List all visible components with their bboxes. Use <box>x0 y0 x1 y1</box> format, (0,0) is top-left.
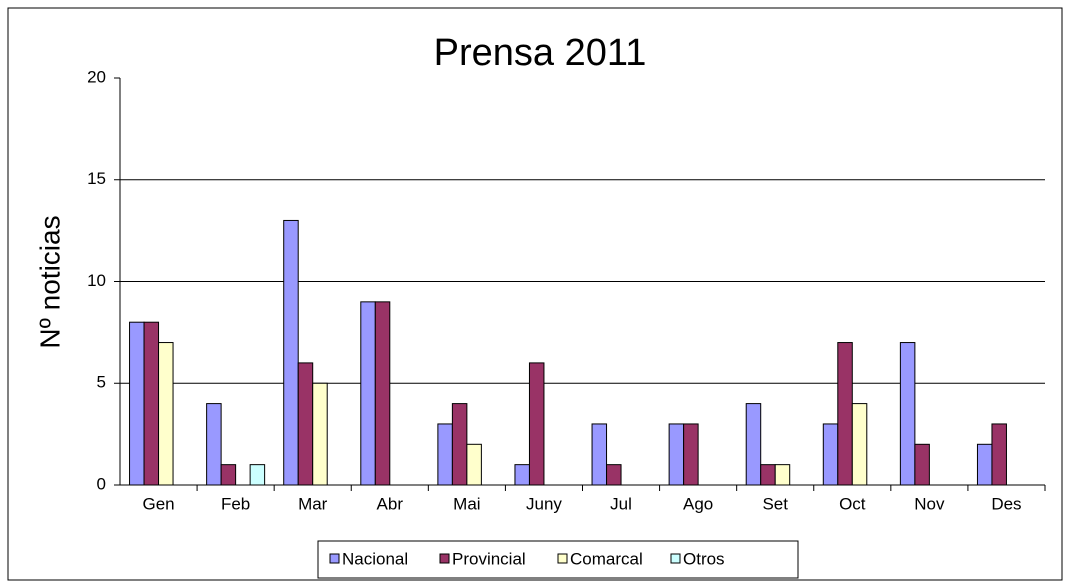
bar <box>466 443 482 486</box>
legend-swatch <box>557 553 568 564</box>
x-tick-label: Set <box>762 494 788 513</box>
bar <box>312 382 328 486</box>
legend-swatch <box>670 553 681 564</box>
bar <box>374 301 391 486</box>
x-tick-label: Nov <box>914 494 945 513</box>
legend-swatch <box>329 553 340 564</box>
legend-label: Provincial <box>452 549 526 568</box>
bar <box>683 423 699 486</box>
chart-title: Prensa 2011 <box>434 32 647 74</box>
x-tick-label: Mai <box>453 494 480 513</box>
legend-box <box>317 540 799 579</box>
y-tick-label: 5 <box>97 373 106 392</box>
x-tick-label: Gen <box>142 494 174 513</box>
bar <box>514 464 530 486</box>
bar <box>283 219 299 486</box>
bar <box>851 403 868 486</box>
x-tick-label: Juny <box>526 494 562 513</box>
bar <box>760 464 776 486</box>
legend-label: Nacional <box>342 549 408 568</box>
legend: Nacional Provincial Comarcal Otros <box>317 540 799 579</box>
bar <box>668 423 685 486</box>
bar <box>976 443 993 486</box>
bar <box>206 403 222 486</box>
x-tick-label: Feb <box>221 494 250 513</box>
x-tick-label: Ago <box>683 494 713 513</box>
bar <box>129 321 145 486</box>
bar <box>360 301 376 486</box>
y-tick-label: 0 <box>97 474 106 493</box>
bar <box>914 443 930 486</box>
y-tick-label: 10 <box>87 271 106 290</box>
legend-swatch <box>439 553 450 564</box>
bar <box>297 362 314 486</box>
bar <box>528 362 545 486</box>
y-axis-label: Nº noticias <box>34 215 65 348</box>
bar <box>991 423 1007 486</box>
x-tick-label: Mar <box>298 494 328 513</box>
bar <box>774 464 791 486</box>
y-tick-label: 15 <box>87 169 106 188</box>
x-tick-label: Oct <box>839 494 866 513</box>
bar <box>822 423 839 486</box>
x-tick-label: Des <box>991 494 1021 513</box>
legend-label: Otros <box>683 549 725 568</box>
bar <box>745 403 762 486</box>
x-tick-label: Abr <box>377 494 404 513</box>
bar <box>591 423 608 486</box>
bar <box>837 342 853 486</box>
bar <box>143 321 160 486</box>
legend-label: Comarcal <box>570 549 643 568</box>
bar <box>220 464 237 486</box>
x-tick-label: Jul <box>610 494 632 513</box>
bar <box>451 403 468 486</box>
y-tick-label: 20 <box>87 67 106 86</box>
bar <box>437 423 453 486</box>
bar <box>249 464 266 486</box>
bar <box>158 342 174 486</box>
bar <box>606 464 622 486</box>
bar <box>899 342 916 486</box>
